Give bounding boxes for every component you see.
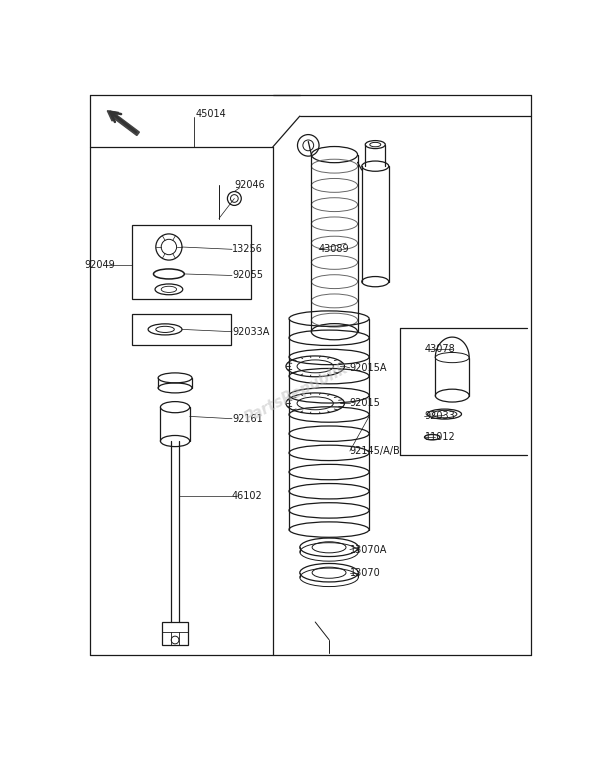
Text: 13070: 13070 xyxy=(350,568,380,577)
Text: 92015: 92015 xyxy=(350,398,381,408)
Text: 92161: 92161 xyxy=(232,414,263,424)
Text: 13256: 13256 xyxy=(232,244,263,254)
Text: 45014: 45014 xyxy=(196,109,227,119)
Text: PartsRepublik: PartsRepublik xyxy=(242,360,350,426)
Text: 92033: 92033 xyxy=(425,412,455,422)
Text: 43078: 43078 xyxy=(425,344,455,354)
Text: 13070A: 13070A xyxy=(350,545,387,555)
Text: 92015A: 92015A xyxy=(350,363,388,373)
Bar xyxy=(132,314,230,345)
Text: 92055: 92055 xyxy=(232,270,263,281)
Text: 43089: 43089 xyxy=(319,244,350,254)
Text: 46102: 46102 xyxy=(232,491,263,501)
Text: 11012: 11012 xyxy=(425,432,455,443)
Text: 92145/A/B: 92145/A/B xyxy=(350,446,401,456)
Text: 92049: 92049 xyxy=(84,260,115,270)
Text: 92046: 92046 xyxy=(235,181,265,191)
Bar xyxy=(162,622,188,645)
Text: 92033A: 92033A xyxy=(232,327,269,336)
Bar xyxy=(132,226,251,298)
FancyArrow shape xyxy=(107,111,139,136)
